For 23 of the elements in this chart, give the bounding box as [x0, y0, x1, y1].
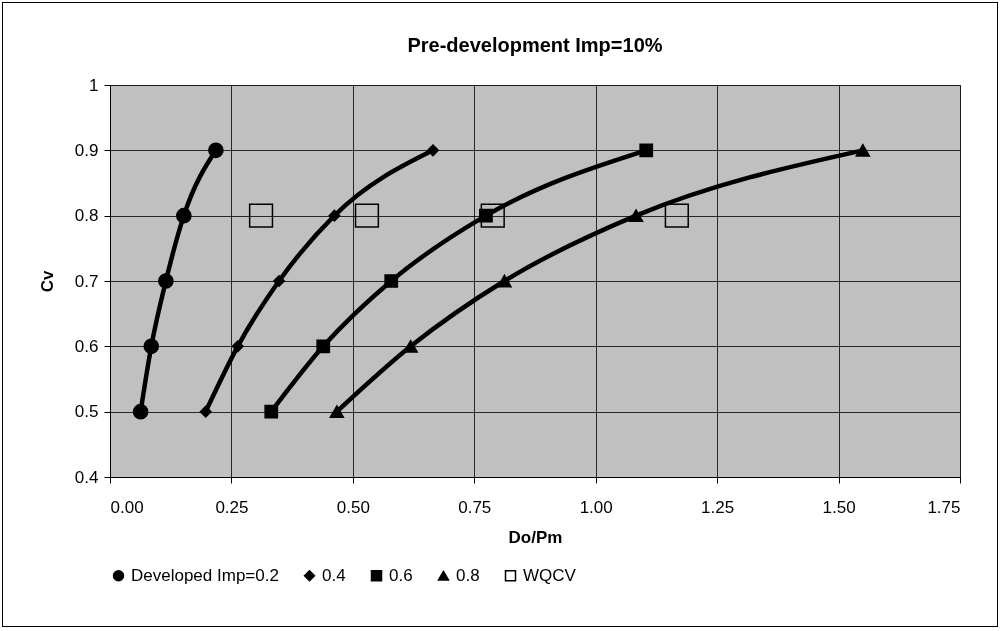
x-tick-label: 0.00 — [110, 497, 144, 517]
y-tick-label: 0.8 — [74, 206, 99, 226]
x-tick-label: 1.75 — [927, 497, 961, 517]
chart-title: Pre-development Imp=10% — [407, 34, 663, 56]
legend-label: Developed Imp=0.2 — [131, 565, 279, 585]
y-tick-label: 0.7 — [74, 271, 99, 291]
x-tick-label: 0.25 — [215, 497, 249, 517]
y-axis-title: Cv — [37, 270, 57, 293]
x-tick-label: 1.00 — [579, 497, 613, 517]
x-tick-label: 1.25 — [701, 497, 735, 517]
legend-label: 0.8 — [456, 565, 480, 585]
y-tick-label: 0.9 — [74, 140, 99, 160]
y-tick-label: 0.4 — [74, 467, 99, 487]
legend-label: 0.4 — [322, 565, 346, 585]
legend-label: WQCV — [523, 565, 577, 585]
y-tick-label: 1 — [89, 75, 99, 95]
y-tick-label: 0.6 — [74, 336, 99, 356]
x-tick-label: 0.75 — [458, 497, 492, 517]
y-tick-label: 0.5 — [74, 402, 99, 422]
x-tick-label: 0.50 — [336, 497, 370, 517]
legend-label: 0.6 — [389, 565, 413, 585]
x-axis-title: Do/Pm — [508, 527, 563, 547]
x-tick-label: 1.50 — [822, 497, 856, 517]
